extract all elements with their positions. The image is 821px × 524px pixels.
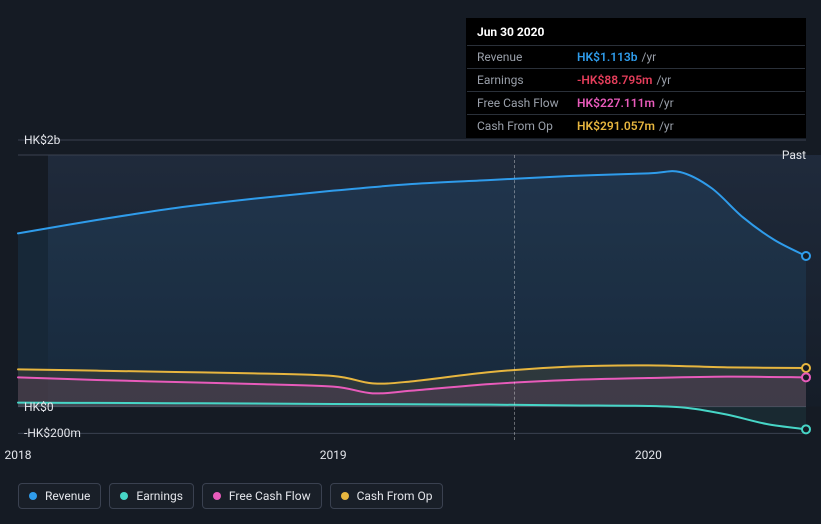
legend-item-label: Earnings [136, 489, 183, 503]
tooltip-row-label: Earnings [477, 73, 577, 87]
tooltip-row-unit: /yr [659, 119, 674, 133]
tooltip-row-unit: /yr [642, 50, 657, 64]
financial-chart: HK$2b HK$0 -HK$200m 2018 2019 2020 Past Jun … [0, 0, 821, 524]
x-axis-label: 2019 [320, 448, 347, 462]
tooltip-row-value: HK$291.057m [577, 119, 655, 133]
tooltip-row-value: -HK$88.795m [577, 73, 652, 87]
tooltip-row: Earnings-HK$88.795m/yr [467, 69, 805, 92]
past-label: Past [782, 148, 806, 162]
legend-item-label: Free Cash Flow [229, 489, 311, 503]
tooltip-date: Jun 30 2020 [467, 19, 805, 46]
tooltip-row-unit: /yr [659, 96, 674, 110]
legend: Revenue Earnings Free Cash Flow Cash From O… [18, 483, 443, 509]
tooltip-row: RevenueHK$1.113b/yr [467, 46, 805, 69]
y-axis-label: -HK$200m [24, 426, 81, 440]
tooltip-row-value: HK$227.111m [577, 96, 655, 110]
tooltip-row-label: Cash From Op [477, 119, 577, 133]
tooltip: Jun 30 2020 RevenueHK$1.113b/yrEarnings-… [466, 18, 806, 138]
tooltip-row-unit: /yr [656, 73, 671, 87]
tooltip-row: Free Cash FlowHK$227.111m/yr [467, 92, 805, 115]
tooltip-row-label: Revenue [477, 50, 577, 64]
legend-item-label: Revenue [45, 489, 90, 503]
x-axis-label: 2020 [635, 448, 662, 462]
y-axis-label: HK$0 [24, 400, 54, 414]
legend-item-label: Cash From Op [357, 489, 433, 503]
legend-dot-icon [213, 492, 221, 500]
legend-dot-icon [341, 492, 349, 500]
legend-item-cash-from-op[interactable]: Cash From Op [330, 483, 444, 509]
legend-item-revenue[interactable]: Revenue [18, 483, 101, 509]
legend-item-earnings[interactable]: Earnings [109, 483, 194, 509]
legend-dot-icon [29, 492, 37, 500]
y-axis-label: HK$2b [24, 133, 60, 147]
x-axis-label: 2018 [5, 448, 32, 462]
tooltip-row-label: Free Cash Flow [477, 96, 577, 110]
tooltip-row-value: HK$1.113b [577, 50, 638, 64]
legend-item-free-cash-flow[interactable]: Free Cash Flow [202, 483, 322, 509]
legend-dot-icon [120, 492, 128, 500]
hover-line [514, 155, 515, 440]
tooltip-row: Cash From OpHK$291.057m/yr [467, 115, 805, 137]
